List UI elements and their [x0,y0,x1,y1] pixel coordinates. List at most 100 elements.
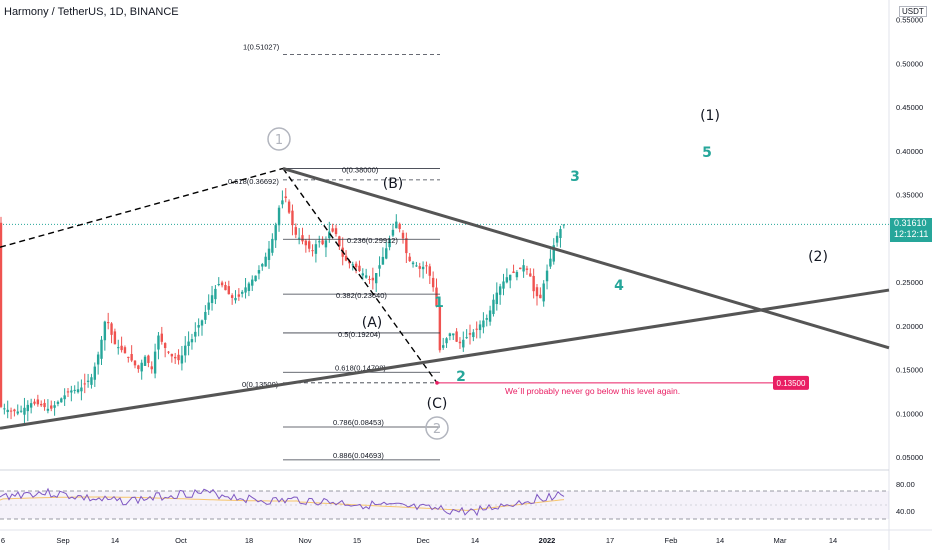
candle-body-75 [251,279,254,286]
candle-body-164 [549,258,552,267]
time-tick-8: 14 [471,536,479,545]
currency-badge[interactable]: USDT [899,6,927,17]
candle-body-157 [525,268,529,270]
candle-body-9 [29,403,33,408]
price-tick-4: 0.35000 [896,191,923,200]
candle-body-134 [448,333,452,337]
candle-body-168 [562,224,565,226]
candle-body-104 [348,261,351,264]
candle-body-16 [53,405,56,408]
time-tick-6: 15 [353,536,361,545]
candle-body-152 [509,274,512,281]
fib-label-8: 0.786(0.08453) [333,418,384,427]
annotation-text: We´ll probably never go below this level… [505,386,680,396]
candle-body-123 [411,262,415,265]
candle-body-18 [60,398,63,403]
candle-body-83 [277,207,281,226]
candle-body-161 [539,294,542,299]
price-tick-10: 0.05000 [896,453,923,462]
candle-body-41 [137,365,140,370]
candle-body-66 [220,282,224,286]
candle-body-62 [207,302,210,310]
candle-body-24 [80,387,83,392]
candle-body-167 [559,229,562,238]
wave-label-1: 2 [433,422,441,437]
price-tick-7: 0.20000 [896,322,923,331]
candle-body-13 [43,402,46,408]
candle-body-140 [468,333,472,335]
time-tick-2: 14 [111,536,119,545]
price-tick-3: 0.40000 [896,147,923,156]
triangle-lower-line [0,288,890,430]
time-tick-3: Oct [175,536,188,545]
chart-title: Harmony / TetherUS, 1D, BINANCE [4,6,179,18]
candle-body-135 [452,333,455,336]
candle-body-26 [86,380,90,382]
candle-body-76 [254,275,257,282]
candle-body-132 [442,345,445,348]
candle-body-33 [110,323,113,335]
candle-body-97 [324,240,328,248]
candle-body-158 [529,273,532,277]
candle-body-122 [408,256,411,262]
candle-body-82 [274,225,277,241]
candle-body-74 [247,283,251,292]
fib-label-6: 0(0.13500) [242,380,279,389]
candle-body-139 [465,337,468,339]
candle-body-119 [398,223,401,229]
candle-body-19 [63,395,66,400]
wave-label-10: (1) [700,108,720,124]
wave-label-11: (2) [808,249,828,265]
candle-body-81 [271,238,274,253]
candle-body-8 [26,404,29,412]
wave-label-3: (B) [383,176,404,192]
price-tick-1: 0.50000 [896,59,923,68]
candle-body-93 [311,250,314,252]
candle-body-36 [120,345,123,351]
candle-body-147 [492,299,495,315]
candle-body-65 [217,284,220,286]
wave-label-0: 1 [275,133,283,148]
candle-body-45 [150,366,153,370]
candle-body-25 [83,383,86,385]
rsi-line [0,487,565,517]
candle-body-51 [170,353,174,357]
fib-label-5: 0.5(0.19204) [338,330,381,339]
candle-body-39 [130,354,133,361]
candle-body-85 [284,196,287,198]
candle-body-146 [488,310,492,322]
candle-body-69 [230,295,234,298]
candle-body-44 [147,355,150,363]
candle-body-155 [519,267,522,270]
candle-body-10 [33,401,36,404]
price-tick-6: 0.25000 [896,278,923,287]
candle-body-29 [96,354,100,365]
candle-body-162 [542,283,545,302]
candle-body-47 [157,335,160,350]
candle-body-78 [261,264,264,267]
candle-body-118 [395,221,398,229]
candle-body-17 [56,401,60,404]
wave-label-5: 1 [434,295,444,311]
candle-body-30 [100,339,103,359]
candle-body-61 [204,311,207,320]
candle-body-112 [375,273,378,284]
candle-body-125 [418,266,421,269]
candle-body-109 [364,275,368,278]
candle-body-28 [93,366,96,380]
candle-body-43 [143,356,147,366]
candle-body-91 [304,240,308,246]
time-tick-11: Feb [665,536,678,545]
wave-circle-0 [267,127,291,151]
candle-body-88 [294,227,297,235]
candle-body-165 [552,245,555,262]
candle-body-156 [522,265,525,272]
candle-body-117 [391,229,395,236]
fib-label-3: 0.236(0.29912) [347,236,398,245]
candle-body-6 [19,410,23,412]
time-tick-1: Sep [56,536,69,545]
candle-body-131 [438,306,442,351]
time-tick-0: 6 [1,536,5,545]
candle-body-34 [113,331,117,345]
